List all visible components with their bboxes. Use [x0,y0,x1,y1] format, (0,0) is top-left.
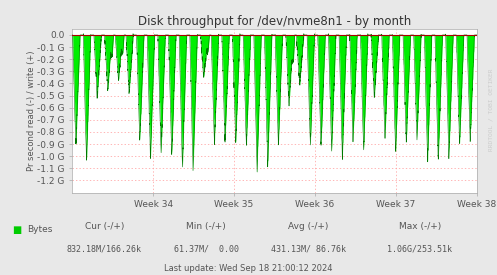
Text: 1.06G/253.51k: 1.06G/253.51k [388,244,452,253]
Y-axis label: Pr second read (-) / write (+): Pr second read (-) / write (+) [26,50,36,171]
Text: 832.18M/166.26k: 832.18M/166.26k [67,244,142,253]
Text: 61.37M/  0.00: 61.37M/ 0.00 [174,244,239,253]
Text: Cur (-/+): Cur (-/+) [84,222,124,231]
Text: Max (-/+): Max (-/+) [399,222,441,231]
Text: Bytes: Bytes [27,225,53,234]
Text: Min (-/+): Min (-/+) [186,222,226,231]
Text: Avg (-/+): Avg (-/+) [288,222,329,231]
Text: Last update: Wed Sep 18 21:00:12 2024: Last update: Wed Sep 18 21:00:12 2024 [164,264,333,273]
Text: ■: ■ [12,225,22,235]
Text: 431.13M/ 86.76k: 431.13M/ 86.76k [271,244,345,253]
Text: RRDTOOL / TOBI OETIKER: RRDTOOL / TOBI OETIKER [488,69,493,151]
Title: Disk throughput for /dev/nvme8n1 - by month: Disk throughput for /dev/nvme8n1 - by mo… [138,15,411,28]
